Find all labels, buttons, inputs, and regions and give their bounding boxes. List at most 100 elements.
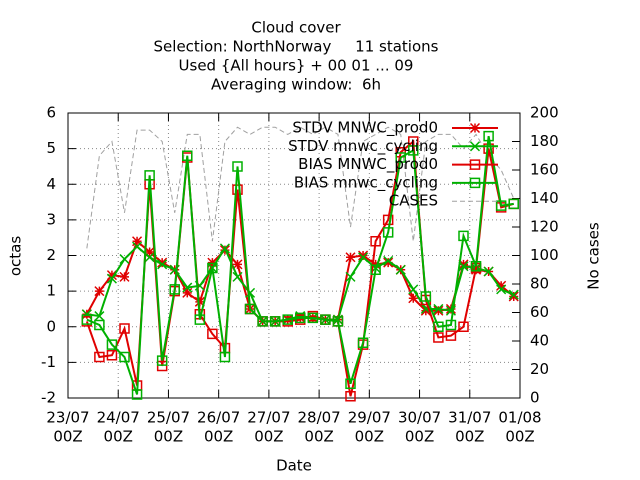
x-tick-label: 23/07: [46, 409, 89, 427]
marker: [207, 262, 218, 274]
marker: [420, 305, 431, 316]
marker: [458, 321, 469, 332]
marker: [106, 270, 117, 281]
marker: [445, 330, 457, 341]
marker: [119, 271, 130, 282]
y2-tick-label: 160: [530, 161, 559, 179]
marker: [496, 284, 507, 295]
marker: [408, 284, 419, 295]
x-tick-label: 00Z: [304, 428, 333, 446]
legend-label: CASES: [389, 192, 438, 210]
y2-tick-label: 80: [530, 275, 549, 293]
marker: [219, 351, 231, 363]
marker: [445, 319, 457, 331]
x-tick-label: 25/07: [147, 409, 190, 427]
marker: [408, 293, 419, 304]
marker: [395, 152, 406, 163]
y2-tick-label: 140: [530, 189, 559, 207]
y2-tick-label: 0: [530, 389, 540, 407]
marker: [132, 241, 143, 252]
marker: [469, 159, 481, 170]
marker: [345, 390, 356, 402]
marker: [219, 243, 230, 254]
y2-tick-label: 60: [530, 303, 549, 321]
y-tick-label: 2: [46, 246, 56, 264]
marker: [244, 303, 256, 315]
marker: [332, 316, 344, 327]
marker: [382, 227, 394, 238]
marker: [470, 260, 482, 272]
marker: [232, 161, 243, 172]
marker: [156, 355, 168, 366]
marker: [232, 271, 243, 282]
marker: [345, 378, 356, 389]
marker: [370, 236, 381, 247]
y-tick-label: 3: [46, 210, 56, 228]
marker: [420, 291, 432, 302]
marker: [144, 252, 155, 263]
legend-label: STDV mnwc_cycling: [288, 137, 438, 156]
x-tick-label: 00Z: [355, 428, 384, 446]
x-tick-label: 01/08: [498, 409, 541, 427]
marker: [282, 314, 293, 325]
y-tick-label: -2: [41, 389, 56, 407]
marker: [94, 311, 105, 322]
marker: [382, 214, 394, 226]
marker: [106, 339, 118, 350]
x-tick-label: 00Z: [405, 428, 434, 446]
marker: [357, 337, 369, 349]
marker: [245, 287, 256, 298]
marker: [383, 257, 394, 268]
marker: [496, 280, 507, 291]
marker: [320, 314, 331, 325]
marker: [469, 177, 481, 189]
legend-label: BIAS mnwc_cycling: [294, 173, 438, 192]
marker: [345, 271, 356, 282]
marker: [408, 145, 419, 156]
marker: [383, 255, 394, 266]
marker: [132, 236, 143, 247]
marker: [232, 259, 243, 270]
marker: [508, 198, 519, 210]
x-tick-label: 31/07: [448, 409, 491, 427]
y2-axis-label: No cases: [585, 222, 603, 290]
marker: [207, 328, 218, 340]
marker: [433, 305, 444, 316]
marker: [483, 130, 494, 142]
marker: [469, 141, 481, 152]
x-tick-label: 30/07: [398, 409, 441, 427]
marker: [182, 287, 193, 298]
x-tick-label: 29/07: [348, 409, 391, 427]
x-tick-label: 00Z: [254, 428, 283, 446]
marker: [433, 332, 444, 343]
marker: [370, 264, 381, 275]
marker: [433, 321, 444, 332]
marker: [458, 259, 469, 270]
marker: [119, 351, 130, 363]
marker: [157, 257, 168, 268]
marker: [144, 170, 155, 181]
x-tick-label: 00Z: [53, 428, 82, 446]
y2-tick-label: 40: [530, 332, 549, 350]
x-tick-label: 27/07: [247, 409, 290, 427]
x-axis-label: Date: [276, 457, 312, 475]
chart-subtitle: Used {All hours} + 00 01 ... 09: [179, 57, 414, 75]
y-tick-label: 1: [46, 282, 56, 300]
marker: [483, 266, 494, 277]
marker: [295, 312, 306, 324]
y2-tick-label: 20: [530, 360, 549, 378]
marker: [469, 122, 481, 134]
marker: [358, 250, 369, 261]
marker: [207, 257, 218, 268]
marker: [345, 252, 356, 263]
marker: [269, 316, 281, 327]
x-tick-label: 00Z: [204, 428, 233, 446]
y-tick-label: 6: [46, 104, 56, 122]
y2-tick-label: 120: [530, 218, 559, 236]
marker: [131, 389, 143, 400]
marker: [94, 351, 105, 363]
marker: [157, 259, 168, 270]
x-tick-label: 00Z: [505, 428, 534, 446]
marker: [156, 360, 168, 372]
